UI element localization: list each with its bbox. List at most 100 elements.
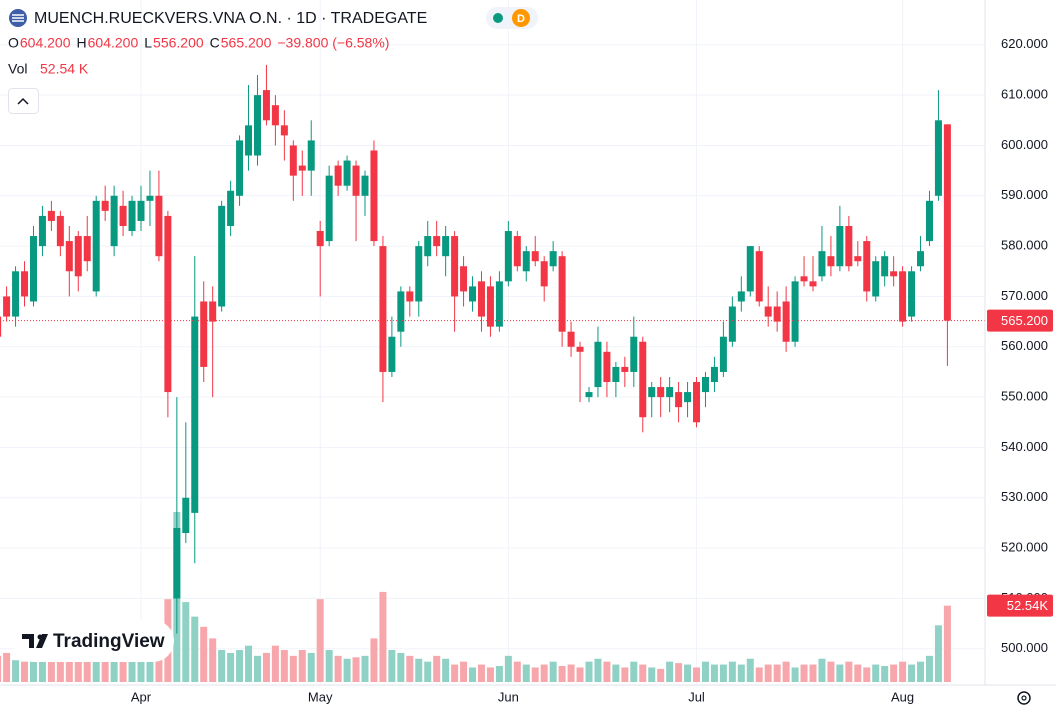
volume-value: 52.54 K	[40, 61, 89, 77]
candle-body	[280, 125, 288, 136]
candle-body	[262, 90, 270, 121]
volume-bar	[128, 661, 136, 682]
candle-body	[245, 125, 253, 156]
candle-body	[137, 200, 145, 221]
volume-bar	[74, 657, 82, 682]
candle-body	[128, 200, 136, 232]
candle-body	[119, 205, 127, 226]
volume-bar	[388, 650, 396, 682]
volume-bar	[477, 664, 485, 682]
candle-body	[334, 165, 342, 186]
volume-bar	[925, 655, 933, 682]
candle-body	[710, 366, 718, 383]
candle-body	[253, 95, 261, 156]
candle-body	[684, 392, 692, 403]
candle-body	[612, 366, 620, 383]
settings-button[interactable]	[1017, 691, 1031, 705]
volume-tag	[987, 594, 1053, 617]
volume-bar	[262, 652, 270, 682]
volume-bar	[460, 661, 468, 682]
collapse-button[interactable]	[8, 88, 39, 114]
volume-bar	[558, 666, 566, 682]
candle-body	[56, 215, 64, 247]
volume-bar	[630, 661, 638, 682]
volume-bar	[415, 658, 423, 682]
candle-body	[549, 251, 557, 267]
candle-body	[200, 301, 208, 367]
volume-bar	[486, 667, 494, 682]
candle-body	[469, 286, 477, 302]
candle-body	[755, 251, 763, 302]
candle-body	[925, 200, 933, 242]
watermark-bg	[12, 620, 174, 662]
volume-bar	[334, 655, 342, 682]
y-tick-label: 570.000	[1001, 288, 1048, 303]
volume-bar	[0, 655, 2, 682]
volume-bar	[280, 650, 288, 682]
volume-bar	[504, 655, 512, 682]
volume-bar	[218, 650, 226, 682]
axes: 500.000510.000520.000530.000540.000550.0…	[131, 36, 1053, 704]
y-tick-label: 590.000	[1001, 187, 1048, 202]
candle-body	[370, 150, 378, 242]
candle-body	[460, 266, 468, 292]
candle-body	[477, 281, 485, 317]
candle-body	[621, 366, 629, 372]
legend-key: L	[144, 35, 152, 51]
candle-body	[495, 281, 503, 327]
candle-body	[173, 527, 181, 599]
candle-body	[415, 246, 423, 302]
candle-body	[298, 165, 306, 171]
volume-bar	[325, 650, 333, 682]
y-tick-label: 530.000	[1001, 489, 1048, 504]
volume-bar	[648, 667, 656, 682]
last-price-tag	[987, 309, 1053, 332]
volume-bar	[585, 661, 593, 682]
volume-bar	[818, 658, 826, 682]
volume-bar	[684, 664, 692, 682]
volume-bar	[773, 664, 781, 682]
candle-body	[782, 301, 790, 342]
volume-bar	[728, 661, 736, 682]
volume-bar	[137, 660, 145, 682]
candle-body	[92, 200, 100, 292]
volume-bar	[3, 652, 11, 682]
candle-body	[854, 256, 862, 262]
volume-bar	[227, 652, 235, 682]
volume-bar	[934, 625, 942, 682]
candle-body	[236, 140, 244, 196]
candle-body	[791, 281, 799, 342]
volume-bar	[101, 660, 109, 682]
volume-bar	[791, 667, 799, 682]
candle-body	[406, 291, 414, 302]
volume-bar	[522, 664, 530, 682]
volume-bar	[271, 645, 279, 682]
candle-body	[155, 195, 163, 257]
delay-badge-text: D	[517, 13, 525, 25]
volume-bar	[209, 638, 217, 682]
volume-bar	[567, 664, 575, 682]
candle-body	[316, 231, 324, 247]
volume-bar	[469, 667, 477, 682]
candle-body	[101, 200, 109, 211]
volume-bar	[406, 655, 414, 682]
volume-bar	[827, 661, 835, 682]
volume-bar	[764, 664, 772, 682]
candle-body	[379, 246, 387, 372]
candle-body	[809, 281, 817, 287]
volume-bar	[289, 655, 297, 682]
volume-bar	[316, 599, 324, 682]
volume-bar	[836, 664, 844, 682]
volume-bar	[442, 658, 450, 682]
y-tick-label: 540.000	[1001, 439, 1048, 454]
collapse-icon[interactable]	[17, 97, 29, 105]
legend-value: 604.200	[88, 35, 139, 51]
candle-body	[648, 387, 656, 398]
volume-bar	[146, 658, 154, 682]
candle-body	[289, 145, 297, 176]
candle-body	[433, 236, 441, 247]
candle-body	[38, 215, 46, 247]
settings-icon-center[interactable]	[1021, 695, 1027, 701]
volume-bar	[370, 638, 378, 682]
